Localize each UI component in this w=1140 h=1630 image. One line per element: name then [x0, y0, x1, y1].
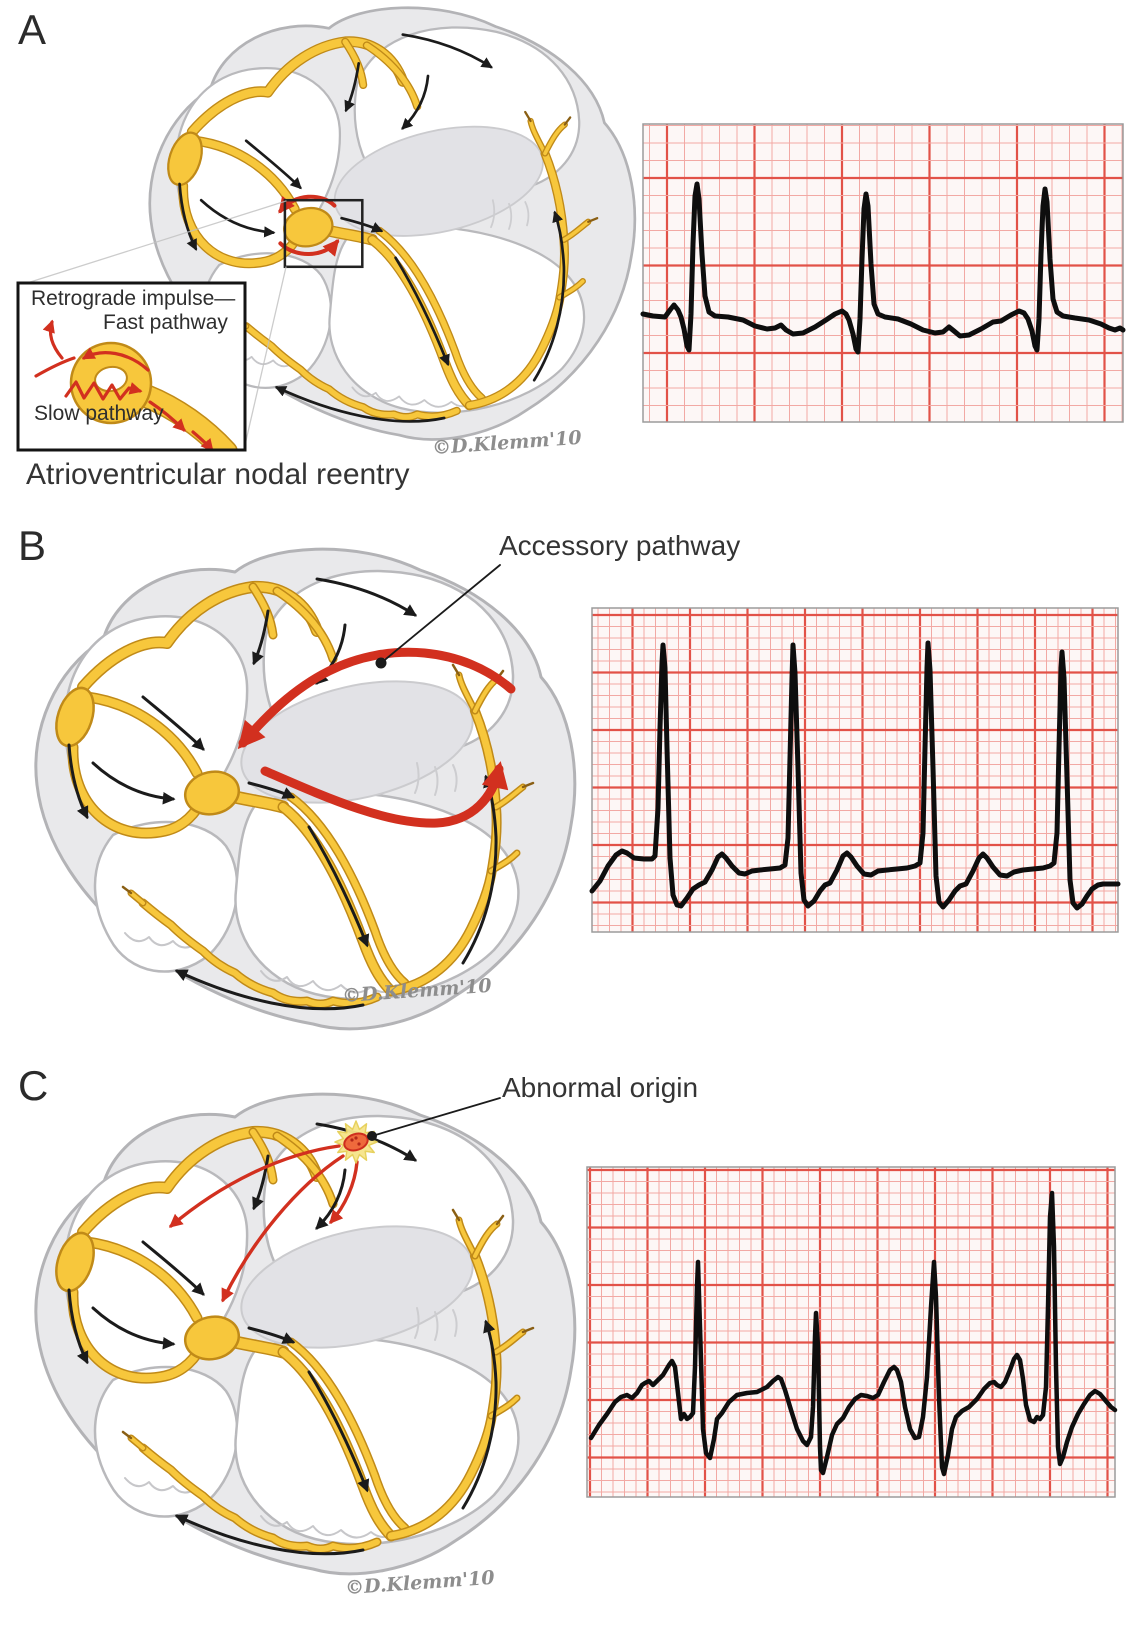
inset-overlay — [16, 200, 287, 452]
pointer-overlay — [380, 564, 501, 664]
caption: Atrioventricular nodal reentry — [26, 458, 410, 491]
panel-letter: C — [18, 1062, 49, 1109]
annotation-label: Abnormal origin — [502, 1072, 699, 1103]
heart-diagram — [34, 547, 577, 1031]
heart-diagram — [34, 1092, 577, 1576]
inset-label-retrograde-fast: Retrograde impulse— — [31, 287, 236, 310]
ecg-strip-a — [640, 123, 1126, 423]
panel-accessory-pathway: B Accessory pathway ©D.Klemm'10 — [0, 510, 1140, 1050]
panel-a-art — [16, 6, 1126, 452]
panel-letter: B — [18, 522, 47, 569]
ecg-strip-c — [586, 1166, 1118, 1498]
panel-abnormal-origin: C Abnormal origin ©D.Klemm'10 — [0, 1050, 1140, 1630]
inset-label-fast-pathway: Fast pathway — [103, 311, 228, 334]
panel-b-art — [34, 547, 1121, 1031]
inset-label-slow-pathway: Slow pathway — [34, 402, 164, 425]
pointer-overlay — [371, 1097, 501, 1137]
panel-avnrt: A Retrograde impulse— Fast pathway Slow … — [0, 0, 1140, 510]
panel-letter: A — [18, 6, 47, 53]
annotation-label: Accessory pathway — [499, 530, 741, 561]
ecg-strip-b — [589, 607, 1121, 933]
panel-c-art — [34, 1092, 1118, 1576]
